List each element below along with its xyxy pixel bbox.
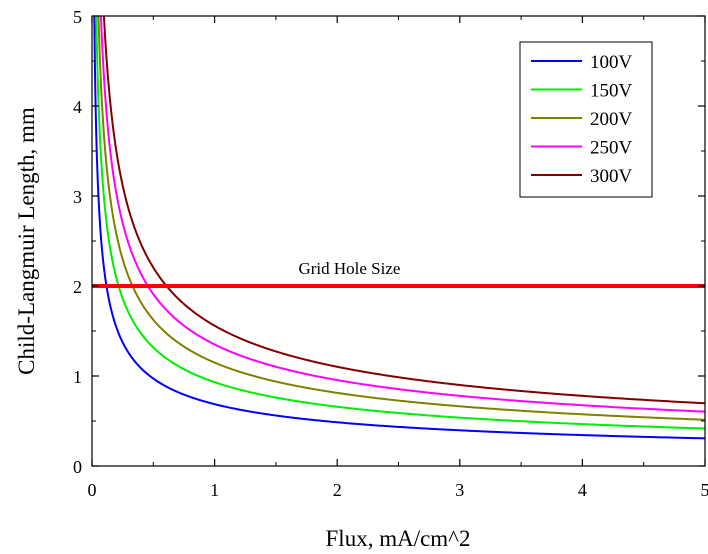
x-axis-label: Flux, mA/cm^2 — [326, 526, 471, 551]
ticks-layer: 0 1 2 3 4 5 0 1 2 3 4 5 — [73, 7, 708, 500]
legend-label-250V: 250V — [590, 138, 633, 159]
y-tick-label-4: 4 — [73, 97, 82, 117]
x-tick-label-2: 2 — [333, 480, 342, 500]
legend-frame — [519, 41, 653, 198]
y-tick-label-2: 2 — [73, 277, 82, 297]
legend: 100V 150V 200V 250V 300V — [519, 41, 653, 198]
series-layer — [93, 16, 705, 440]
series-line-200V — [97, 16, 705, 421]
x-tick-label-0: 0 — [88, 480, 97, 500]
series-line-150V — [95, 16, 705, 430]
legend-label-100V: 100V — [590, 52, 633, 73]
series-line-100V — [93, 16, 705, 440]
series-line-300V — [102, 16, 705, 405]
legend-label-150V: 150V — [590, 81, 633, 102]
legend-label-200V: 200V — [590, 109, 633, 130]
legend-label-300V: 300V — [590, 166, 633, 187]
series-line-250V — [99, 16, 705, 413]
x-tick-label-3: 3 — [455, 480, 464, 500]
reference-line-label: Grid Hole Size — [298, 259, 400, 278]
y-tick-label-1: 1 — [73, 367, 82, 387]
x-tick-label-1: 1 — [210, 480, 219, 500]
y-tick-label-5: 5 — [73, 7, 82, 27]
y-tick-label-3: 3 — [73, 187, 82, 207]
y-axis-label: Child-Langmuir Length, mm — [14, 107, 39, 375]
x-tick-label-5: 5 — [701, 480, 708, 500]
x-tick-label-4: 4 — [578, 480, 587, 500]
y-tick-label-0: 0 — [73, 457, 82, 477]
